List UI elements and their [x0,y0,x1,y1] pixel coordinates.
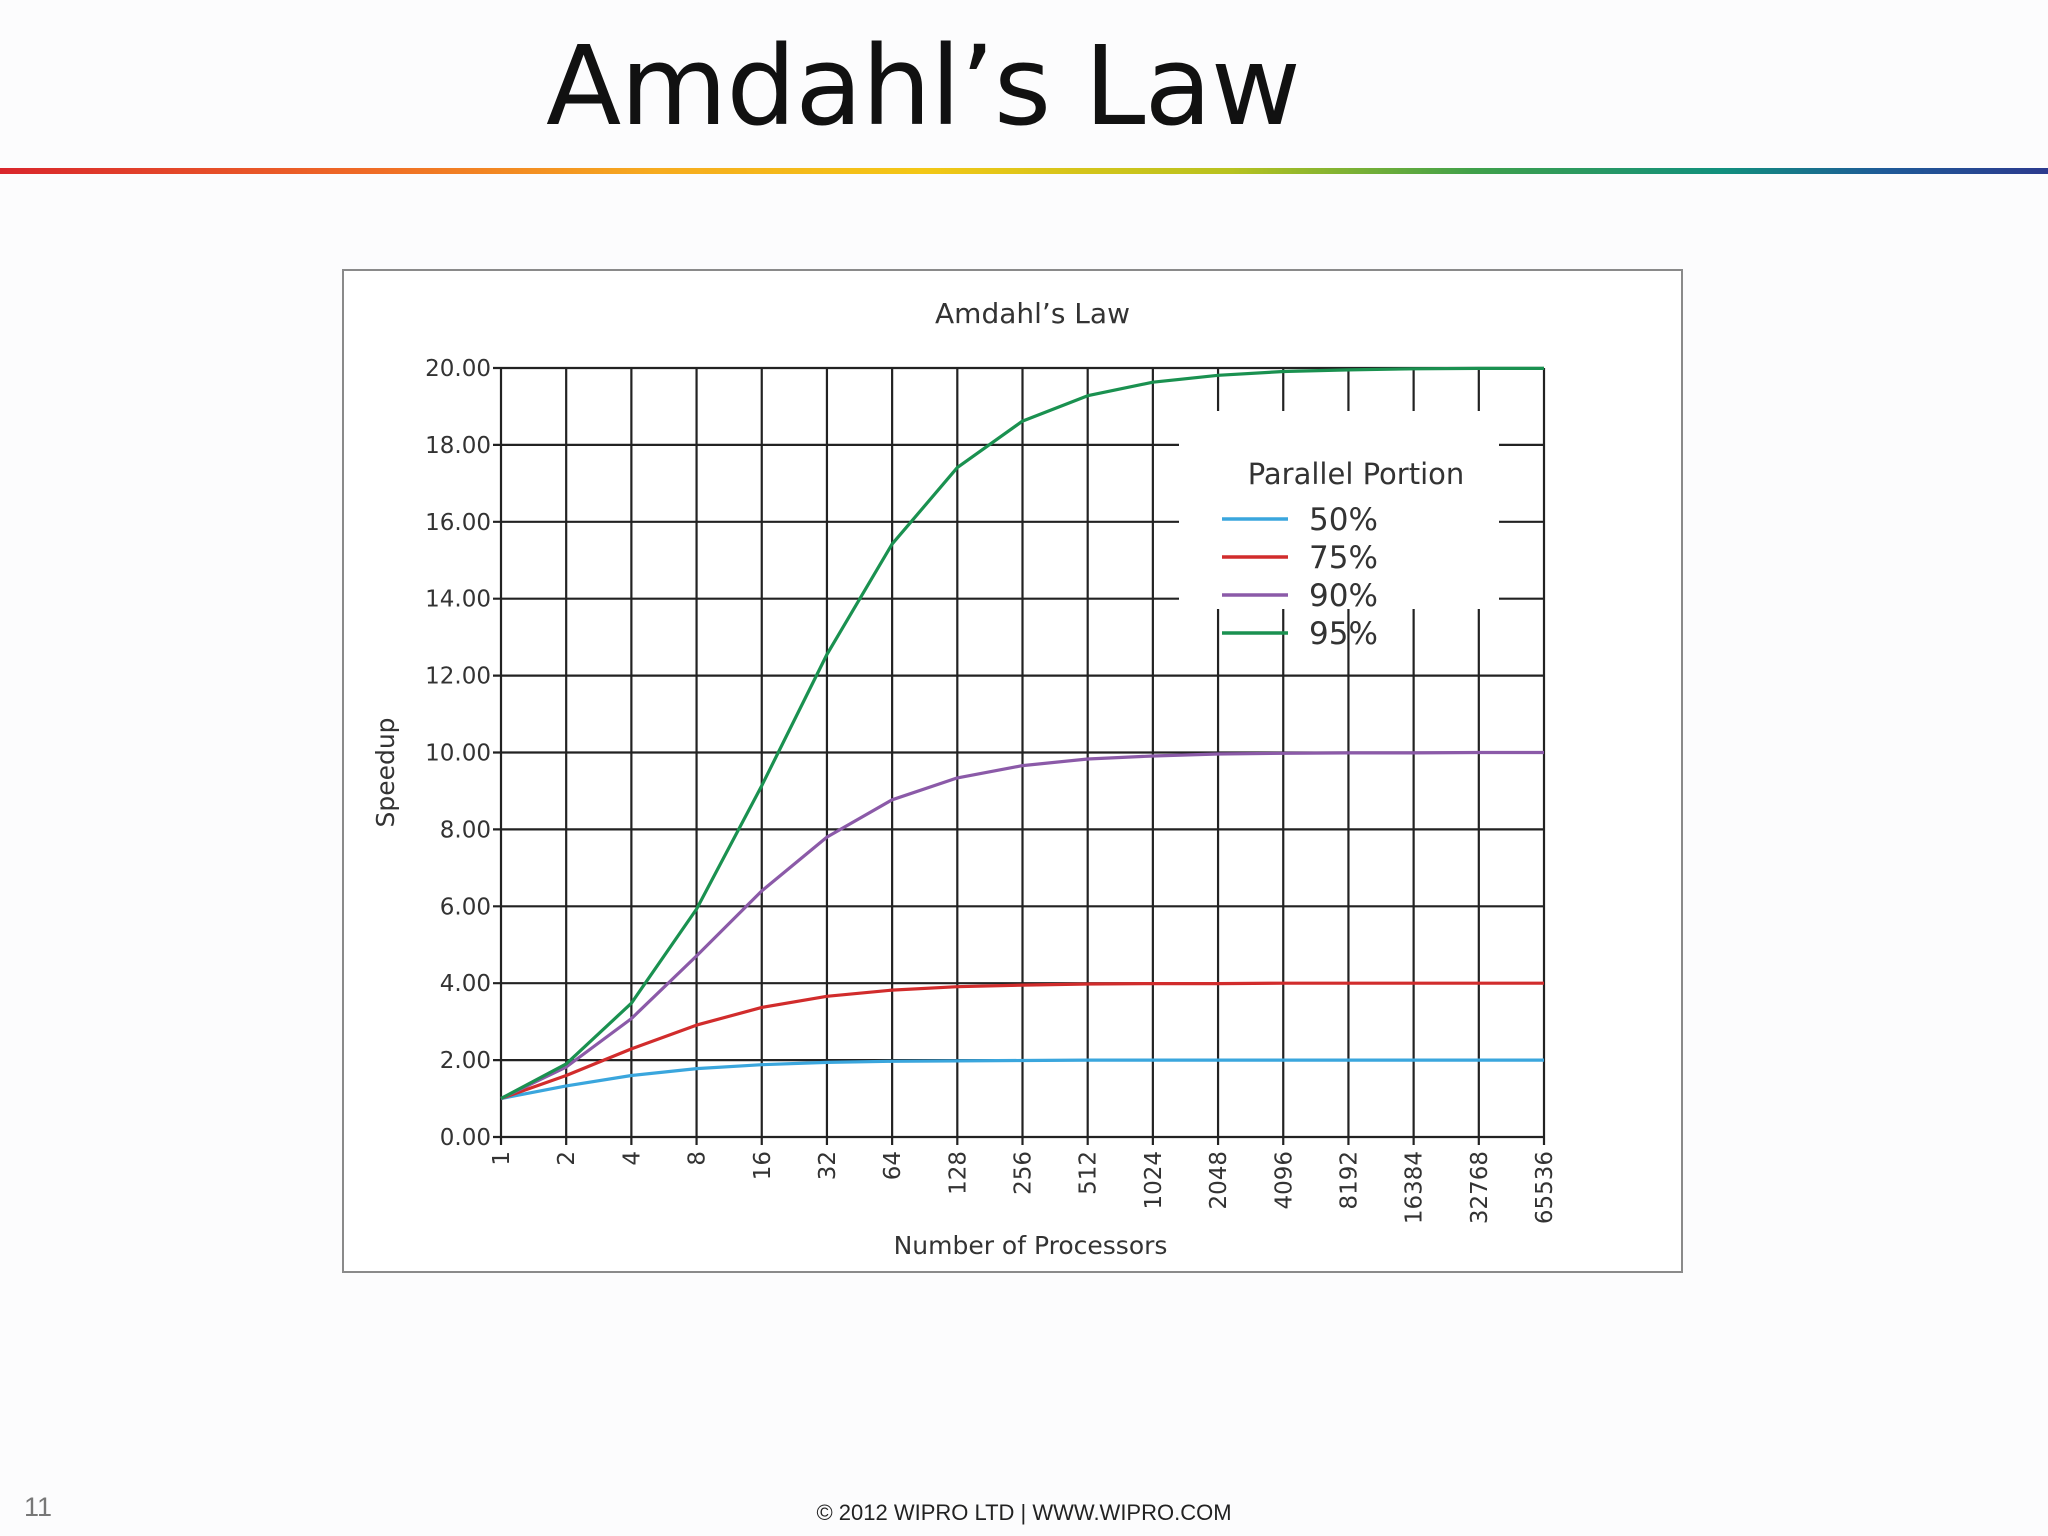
legend-label: 50% [1309,502,1378,538]
slide-number: 11 [24,1492,53,1522]
x-tick-label: 256 [1011,1151,1037,1195]
x-tick-label: 65536 [1532,1151,1558,1224]
x-tick-label: 128 [945,1151,971,1195]
chart-title: Amdahl’s Law [935,297,1130,330]
x-tick-label: 64 [880,1151,906,1180]
y-tick-label: 14.00 [425,587,491,613]
y-tick-label: 6.00 [440,894,491,920]
series-line-95pct [500,366,1544,1100]
x-tick-label: 1024 [1141,1151,1167,1210]
chart-frame: Amdahl’s Law 0.00 2.00 4.00 6.00 8.00 10.00 12.… [342,269,1683,1273]
legend-title: Parallel Portion [1248,457,1465,491]
series-line-90pct [500,750,1544,1100]
y-tick-label: 20.00 [425,356,491,382]
x-axis-label: Number of Processors [894,1231,1168,1260]
legend-label: 75% [1309,540,1378,576]
series-line-75pct [500,981,1544,1101]
x-tick-label: 2048 [1206,1151,1232,1210]
amdahl-chart: Amdahl’s Law 0.00 2.00 4.00 6.00 8.00 10.00 12.… [371,297,1558,1260]
x-tick-label: 32 [815,1151,841,1180]
x-tick-label: 16 [750,1151,776,1180]
y-tick-label: 4.00 [440,971,491,997]
y-axis-label: Speedup [371,717,400,827]
y-tick-label: 8.00 [440,817,491,843]
legend-box [1179,411,1499,609]
y-tick-label: 18.00 [425,433,491,459]
footer-copyright: © 2012 WIPRO LTD | WWW.WIPRO.COM [816,1500,1232,1525]
x-tick-label: 8 [685,1151,711,1166]
x-tick-label: 4 [619,1151,645,1166]
series-line-50pct [500,1058,1544,1101]
x-tick-label: 1 [489,1151,515,1166]
legend-label: 90% [1309,578,1378,614]
y-tick-label: 2.00 [440,1048,491,1074]
x-tick-label: 4096 [1271,1151,1297,1210]
legend-label: 95% [1309,616,1378,652]
y-tick-label: 10.00 [425,741,491,767]
x-tick-label: 8192 [1336,1151,1362,1210]
y-tick-label: 16.00 [425,510,491,536]
legend: Parallel Portion 50%75%90%95% [1179,411,1499,652]
x-tick-label: 32768 [1467,1151,1493,1224]
x-tick-label: 512 [1076,1151,1102,1195]
y-tick-label: 0.00 [440,1125,491,1151]
title-divider [0,168,2048,174]
slide-title: Amdahl’s Law [546,22,1301,150]
y-tick-label: 12.00 [425,664,491,690]
x-tick-label: 16384 [1402,1151,1428,1224]
x-tick-label: 2 [554,1151,580,1166]
